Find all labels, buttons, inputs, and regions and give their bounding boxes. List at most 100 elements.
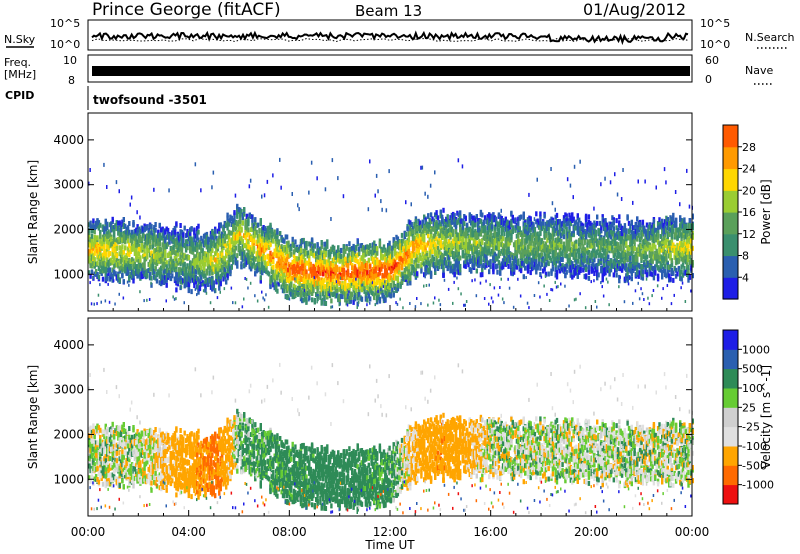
power-cell [380,283,383,289]
power-cell [89,243,92,249]
power-cell [270,229,274,235]
power-noise-cell [331,158,334,163]
power-cell [503,258,506,264]
power-cell [456,241,459,246]
power-cell [508,254,512,260]
power-cell [273,273,276,279]
power-cell [201,261,204,267]
power-cell [421,223,424,229]
power-cell [211,269,214,275]
power-noise-cell [114,302,116,306]
power-cell [107,263,110,269]
power-cell [380,280,383,285]
power-cell [198,256,202,261]
power-cell [439,257,442,263]
power-cell [309,289,312,294]
power-cell [447,228,451,234]
power-cell [346,287,350,293]
power-cell [189,273,192,279]
power-noise-cell [497,293,500,297]
power-cell [492,232,495,238]
power-cell [362,245,365,250]
power-cell [478,256,481,262]
power-cell [494,237,498,243]
power-cell [333,254,336,260]
power-noise-cell [508,286,511,290]
power-cell [241,256,244,262]
power-cell [339,288,343,294]
power-cell [147,228,150,233]
power-cell [179,234,182,240]
power-cell [281,275,285,281]
power-cell [287,261,290,267]
power-cell [492,245,495,251]
power-cell [333,256,336,262]
power-cell [277,256,280,262]
power-noise-cell [99,283,101,287]
power-cell [367,292,370,298]
power-cell [384,259,387,265]
power-cell [122,279,125,285]
power-cell [236,221,239,227]
power-cell [295,273,298,279]
power-noise-cell [202,289,205,293]
power-cell [180,239,184,245]
power-cell [219,238,222,243]
power-cell [432,256,436,262]
power-cell [474,244,477,250]
power-cell [238,246,242,251]
power-cell [501,236,505,242]
power-cell [187,231,191,237]
power-cell [129,246,132,252]
power-cell [333,282,336,288]
power-cell [400,238,404,244]
power-cell [184,254,188,260]
power-noise-cell [453,280,455,284]
power-cell [93,261,96,267]
power-cell [452,215,455,221]
power-cell [178,245,181,251]
power-cell [403,267,406,273]
power-cell [124,255,127,261]
power-cell [165,260,168,266]
power-cell [229,214,232,220]
power-cell [472,238,476,244]
power-cell [382,244,386,250]
power-cell [428,224,431,229]
power-cell [320,287,323,293]
power-cell [374,245,377,251]
power-cell [303,260,307,266]
power-cell [158,247,161,253]
power-cell [464,238,467,244]
power-cell [320,240,323,245]
power-cell [100,265,103,271]
power-cell [330,246,333,252]
power-cell [279,273,282,279]
power-cell [488,269,491,275]
power-cell [256,250,260,256]
power-cell [438,233,441,239]
power-noise-cell [288,297,291,301]
power-cell [229,244,232,250]
power-cell [363,288,366,294]
power-cell [88,242,91,248]
power-cell [122,257,125,263]
power-cell [321,255,325,261]
power-cell [492,240,495,246]
power-cell [89,263,92,269]
power-cell [180,279,184,285]
power-noise-cell [197,285,199,289]
power-cell [171,249,174,255]
power-cell [363,275,366,281]
power-noise-cell [164,276,166,280]
power-cell [389,275,393,281]
power-cell [197,253,200,258]
power-cell [118,232,121,238]
power-cell [291,236,294,242]
power-cell [477,223,480,229]
power-cell [423,225,426,231]
power-cell [194,274,197,280]
power-cell [407,268,411,274]
power-cell [93,225,96,230]
power-cell [114,271,117,277]
